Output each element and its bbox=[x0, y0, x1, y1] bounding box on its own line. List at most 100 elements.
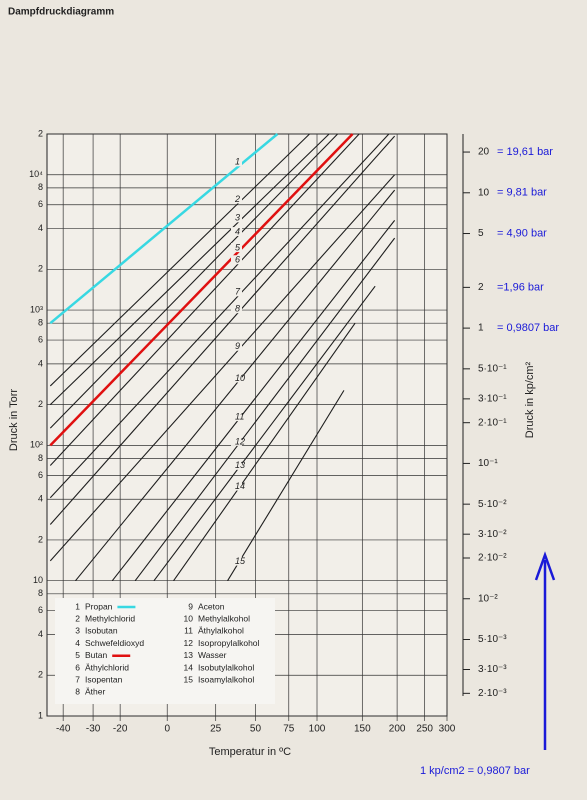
y-tick-label: 8 bbox=[38, 318, 43, 328]
label-bg bbox=[231, 436, 242, 446]
y2-tick-label: 10⁻² bbox=[478, 593, 498, 604]
label-bg bbox=[231, 481, 242, 491]
note: 1 kp/cm2 = 0,9807 bar bbox=[420, 765, 530, 777]
y-tick-label: 6 bbox=[38, 605, 43, 615]
series-line bbox=[173, 322, 356, 582]
line-label: 1 bbox=[235, 157, 240, 167]
y-tick-label: 8 bbox=[38, 182, 43, 192]
line-label: 6 bbox=[235, 255, 240, 265]
x-tick-label: 75 bbox=[283, 724, 295, 735]
label-bg bbox=[231, 460, 242, 470]
label-bg bbox=[231, 412, 242, 422]
x-axis-title: Temperatur in ºC bbox=[209, 746, 291, 758]
line-label: 14 bbox=[235, 481, 245, 491]
series-line bbox=[49, 133, 330, 406]
y-axis-title: Druck in Torr bbox=[8, 389, 20, 451]
legend-label: Aceton bbox=[198, 601, 225, 611]
x-tick-label: 150 bbox=[354, 724, 371, 735]
y2-annotation: = 19,61 bar bbox=[497, 146, 553, 158]
legend-label: Äthylchlorid bbox=[85, 662, 129, 672]
arrow-head bbox=[534, 551, 556, 581]
line-label: 2 bbox=[234, 194, 240, 204]
y-tick-label: 4 bbox=[38, 494, 43, 504]
legend-label: Propan bbox=[85, 601, 113, 611]
y-tick-label: 6 bbox=[38, 334, 43, 344]
y2-tick-label: 5·10⁻² bbox=[478, 499, 507, 510]
y2-tick-label: 5·10⁻³ bbox=[478, 634, 507, 645]
legend-number: 11 bbox=[184, 626, 193, 636]
legend-number: 1 bbox=[75, 601, 80, 611]
legend-label: Isoamylalkohol bbox=[198, 674, 254, 684]
y2-tick-label: 10⁻¹ bbox=[478, 458, 498, 469]
y2-tick-label: 5 bbox=[478, 228, 484, 239]
y-tick-label: 10³ bbox=[30, 304, 43, 314]
legend-box bbox=[55, 598, 275, 704]
y2-axis-title: Druck in kp/cm² bbox=[524, 361, 536, 438]
label-bg bbox=[231, 243, 242, 253]
chart-title: Dampfdruckdiagramm bbox=[8, 7, 114, 18]
label-bg bbox=[231, 194, 242, 204]
legend-label: Methylchlorid bbox=[85, 613, 135, 623]
line-label: 9 bbox=[235, 341, 240, 351]
x-tick-label: -20 bbox=[113, 724, 128, 735]
y2-annotation: = 9,81 bar bbox=[497, 187, 547, 199]
y-tick-label: 2 bbox=[38, 534, 43, 544]
line-label: 10 bbox=[235, 373, 245, 383]
legend-label: Methylalkohol bbox=[198, 613, 250, 623]
legend-label: Isobutylalkohol bbox=[198, 662, 254, 672]
y-tick-label: 4 bbox=[38, 629, 43, 639]
series-line bbox=[49, 174, 396, 562]
y-tick-label: 4 bbox=[38, 223, 43, 233]
x-tick-label: -30 bbox=[86, 724, 101, 735]
legend-label: Äthylalkohol bbox=[198, 626, 244, 636]
label-bg bbox=[231, 287, 242, 297]
y-tick-label: 6 bbox=[38, 470, 43, 480]
legend-label: Butan bbox=[85, 650, 107, 660]
legend-number: 12 bbox=[184, 638, 194, 648]
label-bg bbox=[231, 304, 242, 314]
legend-label: Wasser bbox=[198, 650, 227, 660]
legend-number: 6 bbox=[75, 662, 80, 672]
y2-tick-label: 2·10⁻¹ bbox=[478, 417, 507, 428]
y-tick-label: 6 bbox=[38, 199, 43, 209]
x-tick-label: 200 bbox=[389, 724, 406, 735]
x-tick-label: 300 bbox=[439, 724, 456, 735]
line-label: 4 bbox=[235, 226, 240, 236]
line-label: 5 bbox=[235, 242, 241, 252]
y2-tick-label: 2·10⁻² bbox=[478, 553, 507, 564]
y2-annotation: = 0,9807 bar bbox=[497, 322, 559, 334]
legend-number: 8 bbox=[75, 687, 80, 697]
legend-number: 7 bbox=[75, 674, 80, 684]
series-line bbox=[49, 135, 396, 525]
label-bg bbox=[231, 255, 242, 265]
y-tick-label: 1 bbox=[38, 710, 43, 720]
series-line bbox=[49, 133, 339, 429]
label-bg bbox=[231, 341, 242, 351]
legend-number: 2 bbox=[75, 613, 80, 623]
line-label: 8 bbox=[235, 304, 240, 314]
series-line bbox=[227, 390, 345, 581]
x-tick-label: 0 bbox=[164, 724, 170, 735]
legend-number: 9 bbox=[188, 601, 193, 611]
label-bg bbox=[231, 373, 242, 383]
y2-tick-label: 3·10⁻³ bbox=[478, 664, 507, 675]
line-label: 11 bbox=[235, 411, 244, 421]
series-line bbox=[49, 133, 354, 447]
label-bg bbox=[231, 556, 242, 566]
y-tick-label: 4 bbox=[38, 358, 43, 368]
line-label: 12 bbox=[235, 436, 245, 446]
series-line bbox=[111, 220, 396, 582]
legend-label: Isobutan bbox=[85, 626, 118, 636]
y2-annotation: =1,96 bar bbox=[497, 281, 544, 293]
legend-number: 5 bbox=[75, 650, 80, 660]
y2-tick-label: 20 bbox=[478, 147, 490, 158]
y-tick-label: 10 bbox=[33, 575, 43, 585]
y-tick-label: 2 bbox=[38, 128, 43, 138]
y2-annotation: = 4,90 bar bbox=[497, 227, 547, 239]
label-bg bbox=[231, 213, 242, 223]
y2-tick-label: 3·10⁻² bbox=[478, 529, 507, 540]
line-label: 15 bbox=[235, 556, 246, 566]
legend-number: 4 bbox=[75, 638, 80, 648]
y-tick-label: 10⁴ bbox=[29, 169, 43, 179]
